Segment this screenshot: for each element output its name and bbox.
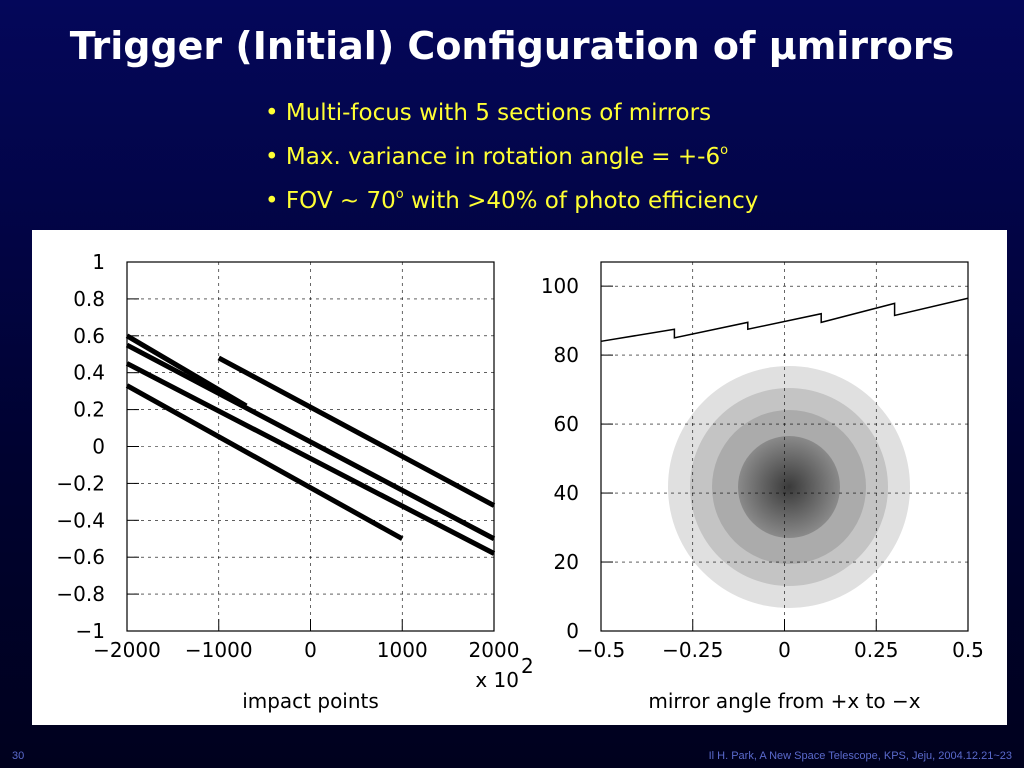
x-tick-label: 0.5 [952, 638, 984, 662]
x-multiplier: x 10 [475, 668, 519, 692]
plot-frame [126, 261, 495, 632]
x-tick-label: −1000 [185, 638, 253, 662]
core [738, 436, 840, 538]
bullet: FOV ~ 70o with >40% of photo efficiency [265, 176, 758, 220]
degree: o [395, 187, 404, 202]
y-tick-label: −0.8 [56, 582, 105, 606]
y-tick-label: 60 [554, 412, 579, 436]
y-tick-label: 80 [554, 343, 579, 367]
x-tick-label: −0.25 [662, 638, 723, 662]
data-line [125, 342, 496, 541]
x-multiplier-exp: 2 [521, 654, 534, 678]
mirror-sections [668, 350, 910, 608]
y-tick-label: −0.2 [56, 471, 105, 495]
y-tick-label: 0.6 [73, 324, 105, 348]
y-tick-label: −1 [76, 619, 105, 643]
bullet: Multi-focus with 5 sections of mirrors [265, 94, 758, 132]
page-number: 30 [12, 750, 25, 762]
data-line [217, 355, 496, 508]
bullet-list: Multi-focus with 5 sections of mirrors M… [265, 94, 758, 220]
x-tick-label: 0 [304, 638, 317, 662]
bullet-text: Max. variance in rotation angle = +-6 [285, 144, 721, 170]
slide-title: Trigger (Initial) Configuration of μmirr… [69, 24, 955, 68]
y-tick-label: 0.2 [73, 398, 105, 422]
bullet-text: with >40% of photo efficiency [403, 188, 759, 214]
bullet-text: Multi-focus with 5 sections of mirrors [285, 100, 712, 126]
y-tick-label: 0.4 [73, 361, 105, 385]
data-line [125, 361, 496, 556]
y-tick-label: 1 [92, 250, 105, 274]
y-tick-label: −0.6 [56, 545, 105, 569]
x-tick-label: −0.5 [577, 638, 626, 662]
x-axis-label: impact points [242, 689, 379, 713]
y-tick-label: 40 [554, 481, 579, 505]
x-tick-label: 0.25 [854, 638, 899, 662]
plot-frame [600, 261, 969, 632]
data-line [125, 333, 248, 409]
degree: o [720, 143, 729, 158]
y-tick-label: 0 [566, 619, 579, 643]
x-tick-label: 1000 [377, 638, 428, 662]
y-tick-label: 100 [541, 274, 579, 298]
x-tick-label: −2000 [93, 638, 161, 662]
x-tick-label: 2000 [469, 638, 520, 662]
y-tick-label: 20 [554, 550, 579, 574]
bullet: Max. variance in rotation angle = +-6o [265, 132, 758, 176]
footer: Il H. Park, A New Space Telescope, KPS, … [708, 750, 1012, 762]
y-tick-label: 0.8 [73, 287, 105, 311]
y-tick-label: −0.4 [56, 508, 105, 532]
data-line [600, 297, 969, 343]
x-axis-label: mirror angle from +x to −x [648, 689, 920, 713]
y-tick-label: 0 [92, 435, 105, 459]
data-line [125, 383, 404, 541]
bullet-text: FOV ~ 70 [285, 188, 396, 214]
x-tick-label: 0 [778, 638, 791, 662]
